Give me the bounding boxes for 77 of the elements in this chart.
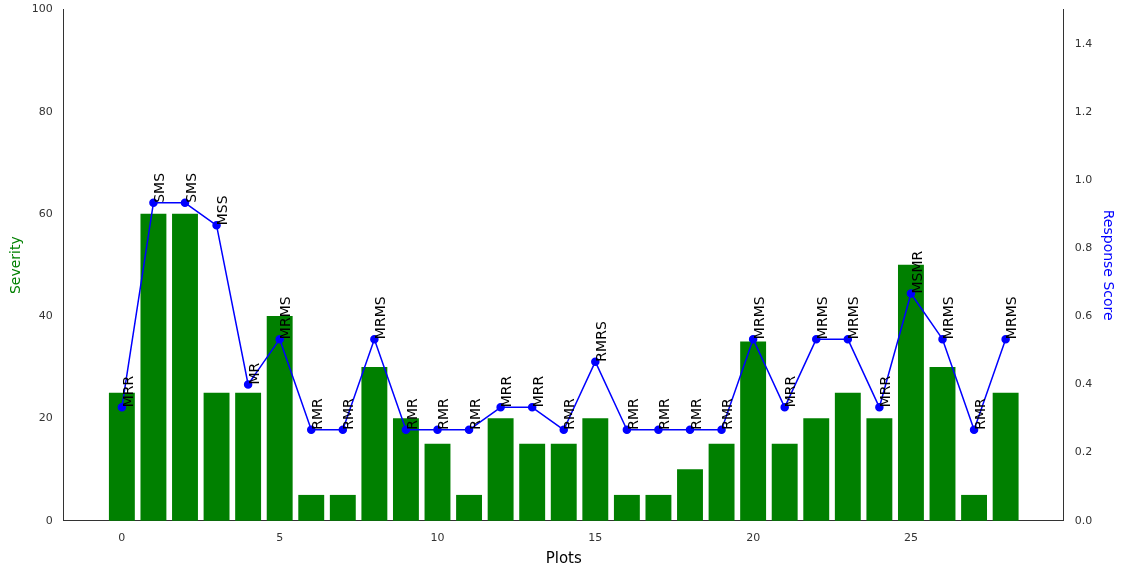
x-tick-label: 10 [430, 531, 445, 545]
data-label: RMR [719, 398, 736, 430]
x-axis-title: Plots [545, 548, 582, 567]
data-label: RMR [435, 398, 452, 430]
y-axis-title: Severity [7, 236, 24, 295]
data-label: MRR [782, 375, 799, 408]
bar [172, 213, 198, 521]
bar [519, 443, 546, 521]
bar [803, 418, 830, 521]
bar [992, 392, 1019, 521]
bar [834, 392, 861, 521]
y-tick-label: 40 [38, 309, 53, 323]
y-tick-label: 100 [31, 2, 53, 16]
data-label: MSMR [908, 250, 925, 294]
data-label: MRMS [940, 296, 957, 340]
bar [961, 494, 988, 521]
data-label: MRMS [1003, 296, 1020, 340]
bar [613, 494, 640, 521]
data-label: RMR [403, 398, 420, 430]
data-label: RMR [687, 398, 704, 430]
y-tick-label: 0 [45, 513, 53, 527]
bar [361, 367, 388, 521]
y2-tick-label: 0.4 [1074, 377, 1093, 391]
data-label: RMR [308, 398, 325, 430]
bar [740, 341, 767, 521]
bar [424, 443, 451, 521]
x-tick-label: 20 [746, 531, 761, 545]
data-label: RMR [466, 398, 483, 430]
bar [140, 213, 167, 521]
bar [708, 443, 735, 521]
bar [550, 443, 577, 521]
data-label: SMS [151, 172, 168, 203]
bar [582, 418, 609, 521]
y-tick-label: 80 [38, 104, 53, 118]
x-tick-label: 15 [588, 531, 603, 545]
data-label: MRMS [750, 296, 767, 340]
bar [866, 418, 893, 521]
data-label: RMR [624, 398, 641, 430]
data-label: RMR [971, 398, 988, 430]
data-label: MRR [877, 375, 894, 408]
data-label: RMR [340, 398, 357, 430]
data-label: MRMS [845, 296, 862, 340]
bar [929, 367, 956, 521]
y-tick-label: 60 [38, 206, 53, 220]
data-label: RMR [561, 398, 578, 430]
data-label: MRMS [372, 296, 389, 340]
y2-axis-title: Response Score [1100, 209, 1117, 321]
y-tick-label: 20 [38, 411, 53, 425]
y2-tick-label: 0.0 [1074, 513, 1093, 527]
y2-tick-label: 0.6 [1074, 309, 1093, 323]
data-label: MRMS [813, 296, 830, 340]
bar [298, 494, 325, 521]
y2-tick-label: 1.2 [1074, 104, 1093, 118]
x-tick-label: 5 [276, 531, 284, 545]
y2-tick-label: 0.8 [1074, 241, 1093, 255]
bar [235, 392, 262, 521]
data-label: MRR [119, 375, 136, 408]
bar [677, 469, 703, 521]
data-label: MRMS [277, 296, 294, 340]
y2-tick-label: 1.0 [1074, 172, 1093, 186]
data-label: SMS [182, 172, 199, 203]
data-label: MRR [498, 375, 515, 408]
data-label: MRR [529, 375, 546, 408]
bar [329, 494, 356, 521]
bar [771, 443, 798, 521]
bar [487, 418, 514, 521]
x-tick-label: 0 [118, 531, 126, 545]
bar [203, 392, 230, 521]
data-label: MR [245, 362, 262, 385]
data-label: RMR [656, 398, 673, 430]
y2-tick-label: 0.2 [1074, 445, 1093, 459]
y2-tick-label: 1.4 [1074, 36, 1093, 50]
data-label: MSS [214, 195, 231, 226]
x-tick-label: 25 [903, 531, 918, 545]
bar [645, 494, 672, 521]
data-label: RMRS [592, 321, 609, 362]
bar [456, 494, 483, 521]
